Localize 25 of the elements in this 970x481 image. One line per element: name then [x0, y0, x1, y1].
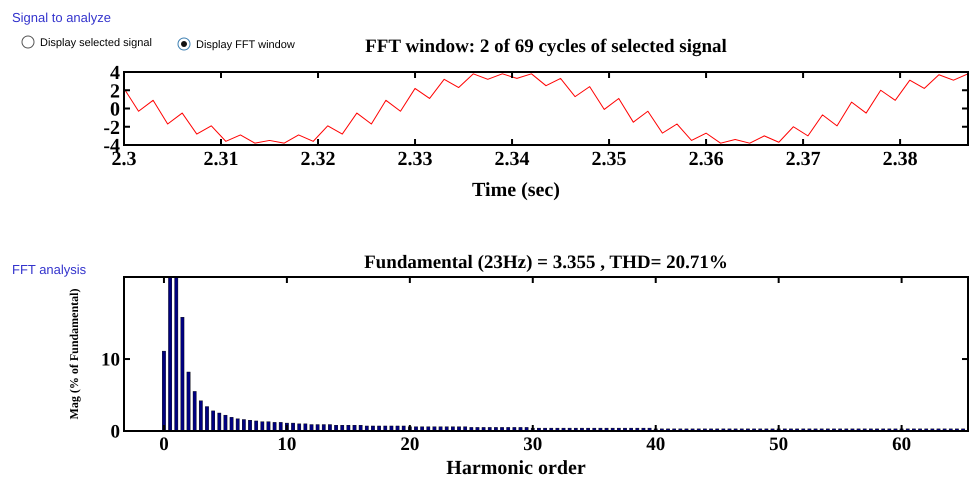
x-tick-label: 2.36 [688, 148, 724, 170]
x-tick-label: 2.33 [398, 148, 433, 170]
x-tick-label: 2.37 [786, 148, 821, 170]
y-tick-label: 10 [101, 350, 120, 371]
text: Display selected signal [40, 37, 152, 49]
text: Display FFT window [196, 39, 295, 51]
text: FFT analysis [12, 262, 87, 277]
x-tick-label: 30 [523, 434, 542, 455]
x-tick-label: 2.34 [494, 148, 530, 170]
text: Signal to analyze [12, 10, 112, 25]
x-tick-label: 20 [400, 434, 420, 455]
x-axis-title: Time (sec) [472, 179, 560, 201]
chart-title: Fundamental (23Hz) = 3.355 , THD= 20.71% [364, 252, 728, 273]
x-tick-label: 40 [646, 434, 666, 455]
x-tick-label: 2.32 [300, 148, 336, 170]
x-tick-label: 2.35 [592, 148, 627, 170]
x-tick-label: 2.31 [204, 148, 239, 170]
x-tick-label: 2.38 [882, 148, 918, 170]
x-tick-label: 10 [277, 434, 296, 455]
x-tick-label: 50 [769, 434, 788, 455]
x-tick-label: 0 [159, 434, 169, 455]
y-axis-title: Mag (% of Fundamental) [67, 288, 81, 420]
chart-title: FFT window: 2 of 69 cycles of selected signal [365, 36, 727, 57]
x-axis-title: Harmonic order [446, 457, 586, 479]
x-tick-label: 60 [892, 434, 912, 455]
